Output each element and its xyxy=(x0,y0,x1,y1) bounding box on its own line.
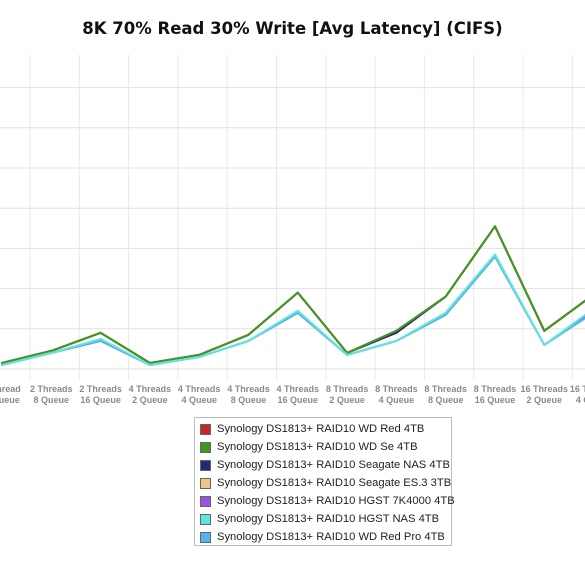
x-tick-label-line: 8 Queue xyxy=(34,395,70,405)
legend-swatch xyxy=(200,459,211,471)
legend-swatch xyxy=(200,495,211,507)
legend-item: Synology DS1813+ RAID10 Seagate NAS 4TB xyxy=(195,456,451,474)
x-tick-label-line: 8 Threads xyxy=(474,384,517,394)
x-tick-label-line: 8 Threads xyxy=(375,384,418,394)
x-tick-label: 8 Threads 2 Queue xyxy=(326,384,369,405)
legend-label: Synology DS1813+ RAID10 WD Red 4TB xyxy=(217,423,425,435)
legend-label: Synology DS1813+ RAID10 WD Red Pro 4TB xyxy=(217,531,445,543)
x-tick-label: 2 Threads 16 Queue xyxy=(79,384,122,405)
legend-item: Synology DS1813+ RAID10 WD Se 4TB xyxy=(195,438,451,456)
series-line-3 xyxy=(1,255,585,366)
x-tick-label-line: 16 Queue xyxy=(80,395,121,405)
x-tick-label-line: 2 Threads xyxy=(30,384,73,394)
x-tick-label: 16 Threads 2 Queue xyxy=(521,384,569,405)
x-tick-label-line: 2 Queue xyxy=(527,395,563,405)
series-line-5 xyxy=(1,253,585,366)
legend-item: Synology DS1813+ RAID10 Seagate ES.3 3TB xyxy=(195,474,451,492)
legend-swatch xyxy=(200,477,211,489)
x-tick-label-line: 4 Threads xyxy=(178,384,221,394)
x-tick-label-line: 8 Threads xyxy=(326,384,369,394)
series-line-4 xyxy=(1,255,585,366)
legend-label: Synology DS1813+ RAID10 HGST 7K4000 4TB xyxy=(217,495,455,507)
legend-item: Synology DS1813+ RAID10 WD Red 4TB xyxy=(195,420,451,438)
x-tick-label-line: 1 Queue xyxy=(0,395,20,405)
chart-title: 8K 70% Read 30% Write [Avg Latency] (CIF… xyxy=(82,19,503,38)
x-tick-label-line: 16 Queue xyxy=(475,395,516,405)
legend-label: Synology DS1813+ RAID10 Seagate ES.3 3TB xyxy=(217,477,452,489)
x-tick-label: 1 Thread1 Queue xyxy=(0,384,21,405)
legend-swatch xyxy=(200,423,211,435)
series-line-6 xyxy=(1,255,585,366)
legend-swatch xyxy=(200,513,211,525)
x-tick-label-line: 2 Threads xyxy=(79,384,122,394)
x-tick-label: 8 Threads 4 Queue xyxy=(375,384,418,405)
x-tick-label: 4 Threads 2 Queue xyxy=(129,384,172,405)
legend-label: Synology DS1813+ RAID10 HGST NAS 4TB xyxy=(217,513,440,525)
x-tick-label-line: 2 Queue xyxy=(329,395,365,405)
legend-label: Synology DS1813+ RAID10 Seagate NAS 4TB xyxy=(217,459,450,471)
x-tick-label-line: 4 Queue xyxy=(379,395,415,405)
legend-item: Synology DS1813+ RAID10 HGST 7K4000 4TB xyxy=(195,492,455,510)
legend-swatch xyxy=(200,531,211,543)
x-tick-label: 8 Threads 8 Queue xyxy=(424,384,467,405)
x-tick-label: 4 Threads 4 Queue xyxy=(178,384,221,405)
x-tick-label-line: 2 Queue xyxy=(132,395,168,405)
x-tick-label-line: 4 Queue xyxy=(181,395,217,405)
legend-item: Synology DS1813+ RAID10 WD Red Pro 4TB xyxy=(195,528,451,546)
x-tick-label-line: 16 Queue xyxy=(278,395,319,405)
legend-swatch xyxy=(200,441,211,453)
x-tick-label-line: 16 Threads xyxy=(521,384,569,394)
x-tick-label: 2 Threads 8 Queue xyxy=(30,384,73,405)
x-tick-label: 4 Threads 8 Queue xyxy=(227,384,270,405)
x-tick-label-line: 8 Queue xyxy=(428,395,464,405)
x-tick-label-line: 8 Threads xyxy=(424,384,467,394)
x-tick-label-line: 4 Threads xyxy=(129,384,172,394)
legend-label: Synology DS1813+ RAID10 WD Se 4TB xyxy=(217,441,418,453)
legend: Synology DS1813+ RAID10 WD Red 4TB Synolo… xyxy=(194,417,455,546)
series-line-1 xyxy=(1,225,585,364)
x-tick-label-line: 1 Thread xyxy=(0,384,21,394)
x-tick-label-line: 8 Queue xyxy=(231,395,267,405)
legend-item: Synology DS1813+ RAID10 HGST NAS 4TB xyxy=(195,510,451,528)
x-tick-label-line: 4 Queue xyxy=(576,395,585,405)
x-tick-label: 8 Threads 16 Queue xyxy=(474,384,517,405)
x-tick-label-line: 4 Threads xyxy=(277,384,320,394)
x-tick-label: 4 Threads 16 Queue xyxy=(277,384,320,405)
x-tick-label-line: 4 Threads xyxy=(227,384,270,394)
x-tick-label-line: 16 Threads xyxy=(570,384,585,394)
